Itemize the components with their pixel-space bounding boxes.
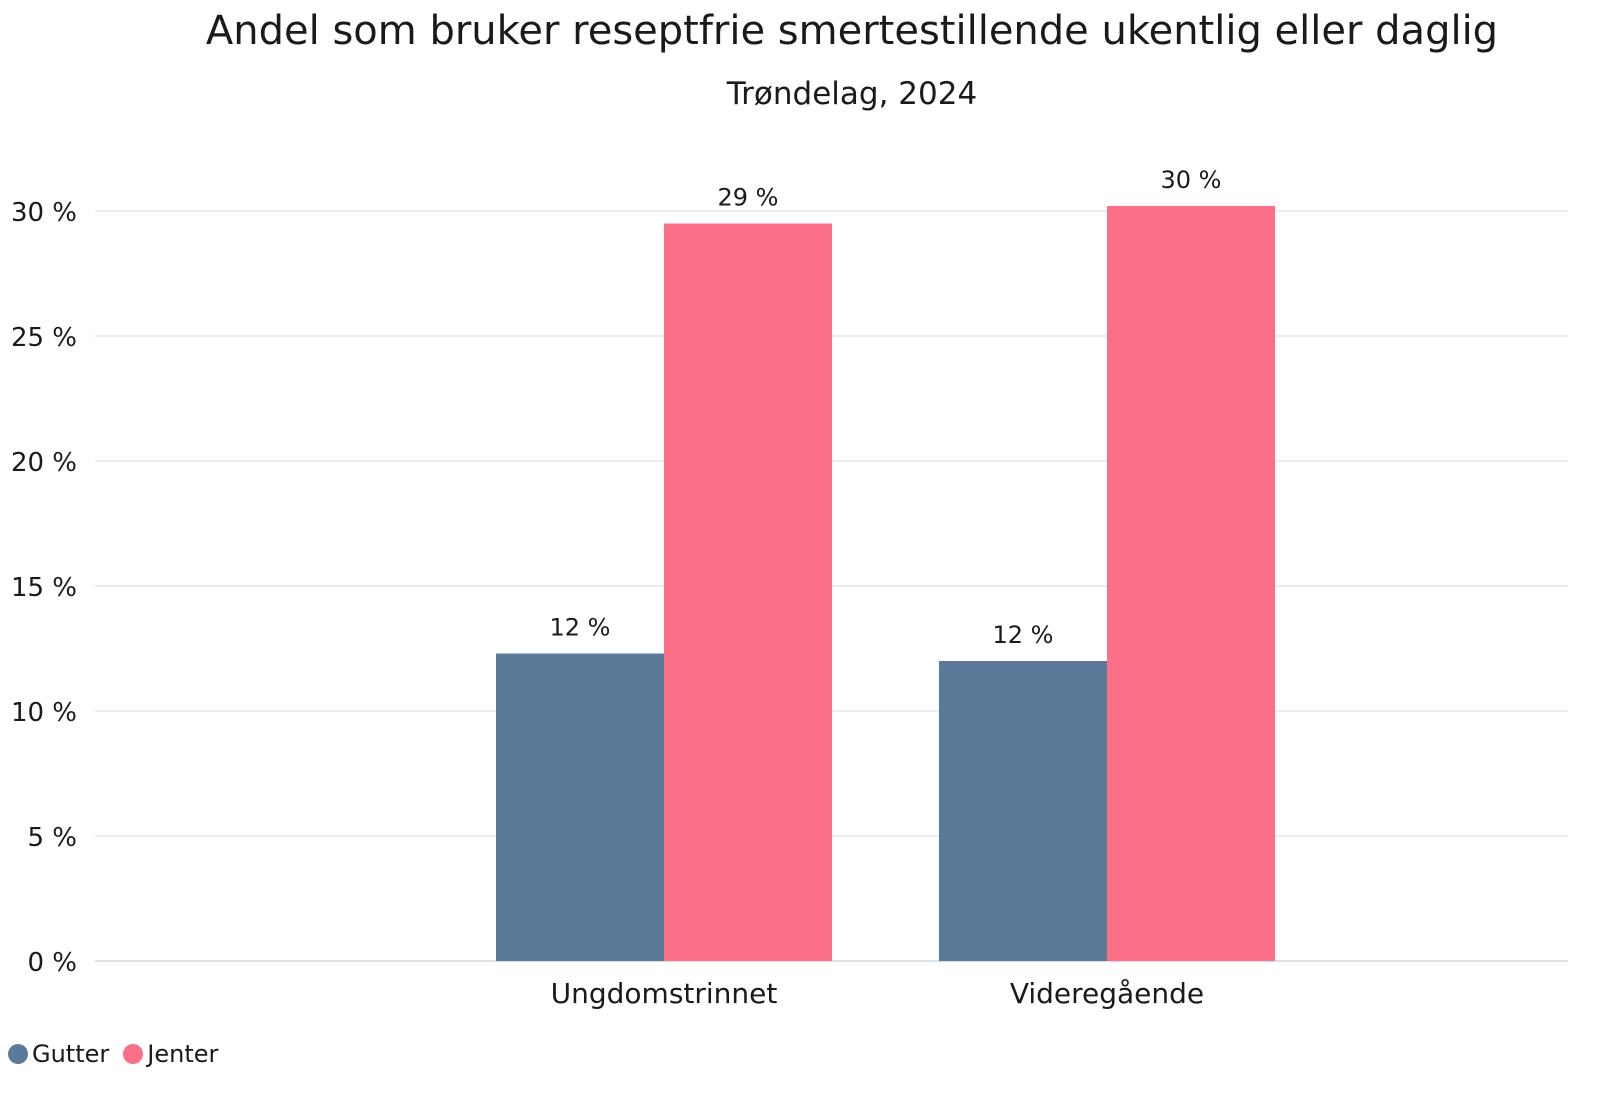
y-tick-label: 25 %	[11, 323, 77, 353]
y-tick-label: 20 %	[11, 448, 77, 478]
x-tick-label: Ungdomstrinnet	[551, 977, 778, 1010]
bar-jenter	[1107, 206, 1275, 961]
y-tick-label: 10 %	[11, 698, 77, 728]
bar-gutter	[496, 653, 664, 961]
y-tick-label: 5 %	[27, 823, 77, 853]
y-tick-label: 0 %	[27, 948, 77, 978]
legend-marker-jenter	[123, 1044, 144, 1064]
legend-marker-gutter	[8, 1044, 28, 1064]
chart-title: Andel som bruker reseptfrie smertestille…	[205, 8, 1499, 54]
x-tick-label: Videregående	[1010, 977, 1204, 1010]
legend-label-jenter: Jenter	[147, 1040, 219, 1068]
data-label: 12 %	[550, 614, 611, 642]
data-label: 29 %	[718, 184, 779, 212]
bar-jenter	[664, 223, 832, 961]
y-tick-label: 15 %	[11, 573, 77, 603]
data-label: 30 %	[1161, 166, 1222, 194]
legend-item-jenter[interactable]: Jenter	[123, 1040, 218, 1068]
legend-item-gutter[interactable]: Gutter	[8, 1040, 109, 1068]
chart-subtitle: Trøndelag, 2024	[726, 76, 978, 112]
legend-label-gutter: Gutter	[32, 1040, 110, 1068]
legend: Gutter Jenter	[8, 1040, 218, 1068]
y-tick-label: 30 %	[11, 198, 77, 228]
data-label: 12 %	[993, 621, 1054, 649]
bar-gutter	[939, 661, 1107, 961]
